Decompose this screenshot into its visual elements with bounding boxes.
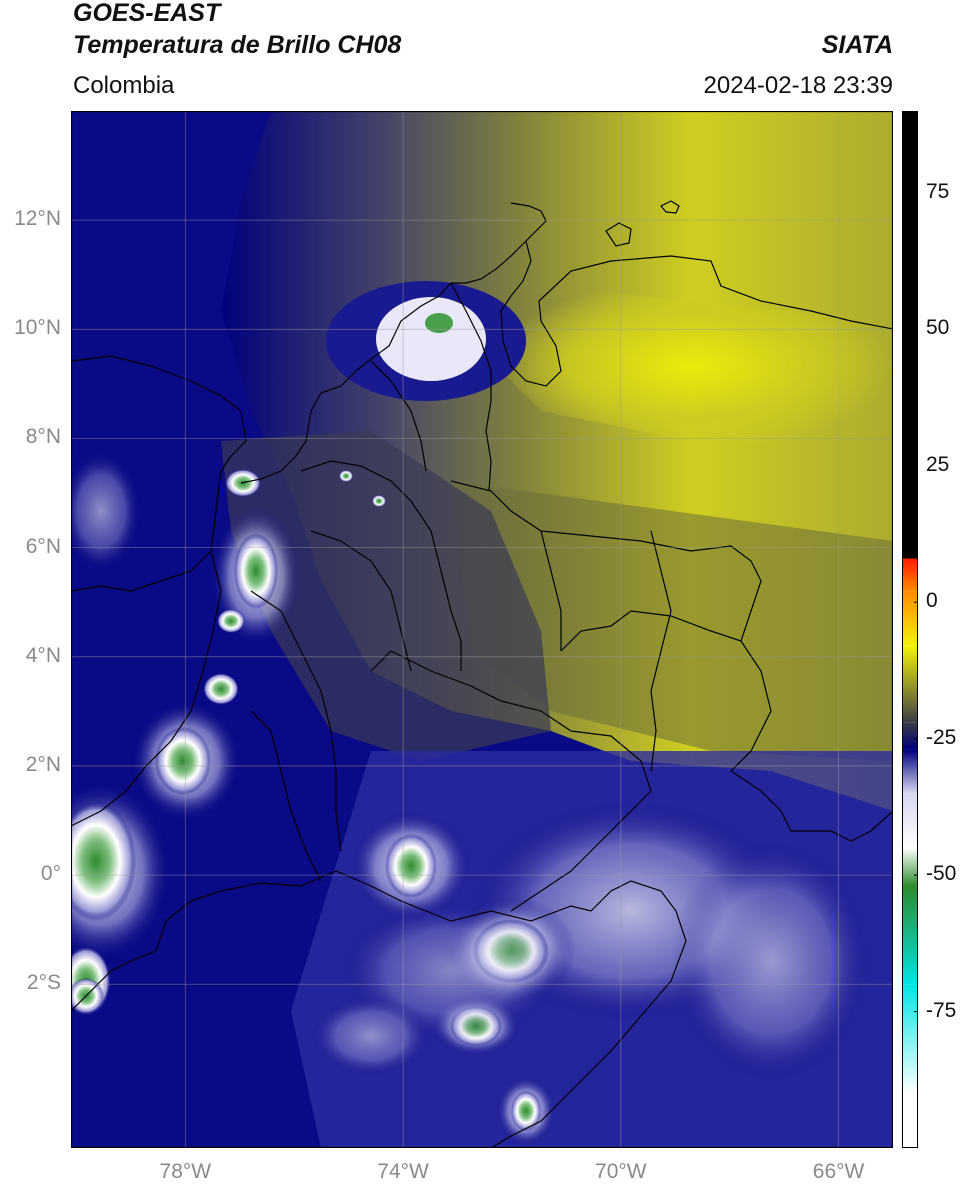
colorbar-tick-label: -50: [926, 862, 957, 886]
colorbar-segment: [902, 558, 918, 592]
colorbar-tick-label: 50: [926, 316, 950, 340]
lat-tick-label: 2°N: [25, 752, 61, 776]
lat-tick-label: 10°N: [14, 316, 61, 340]
lon-tick-label: 70°W: [595, 1160, 647, 1183]
colorbar-segment: [902, 1093, 918, 1148]
lon-tick-label: 74°W: [377, 1160, 429, 1183]
product-title: Temperatura de Brillo CH08: [73, 31, 402, 59]
lat-tick-label: 12°N: [14, 207, 61, 231]
colorbar-tick-label: 0: [926, 589, 938, 613]
colorbar-segment: [902, 645, 918, 695]
colorbar-segment: [902, 722, 918, 750]
colorbar: [902, 111, 918, 1148]
colorbar-segment: [902, 793, 918, 848]
lat-tick-label: 8°N: [25, 425, 61, 449]
colorbar-tick-label: 25: [926, 452, 950, 476]
colorbar-segment: [902, 591, 918, 646]
datetime-label: 2024-02-18 23:39: [703, 72, 894, 99]
region-label: Colombia: [73, 72, 175, 99]
colorbar-tick-label: -25: [926, 725, 957, 749]
colorbar-tick-label: -75: [926, 998, 957, 1022]
lat-tick-label: 4°N: [25, 643, 61, 667]
brightness-temperature-map: [71, 111, 893, 1148]
colorbar-segment: [902, 694, 918, 723]
colorbar-segment: [902, 886, 918, 985]
satellite-title: GOES-EAST: [73, 0, 221, 27]
colorbar-tick-label: 75: [926, 179, 950, 203]
source-label: SIATA: [821, 31, 893, 59]
colorbar-segment: [902, 749, 918, 794]
colorbar-segment: [902, 984, 918, 1094]
colorbar-segment: [902, 111, 918, 559]
graticule: [71, 111, 893, 1148]
colorbar-segment: [902, 847, 918, 887]
lat-tick-label: 6°N: [25, 534, 61, 558]
lon-tick-label: 78°W: [159, 1160, 212, 1183]
lon-tick-label: 66°W: [812, 1160, 865, 1183]
lat-tick-label: 2°S: [26, 971, 61, 995]
lat-tick-label: 0°: [40, 862, 61, 886]
